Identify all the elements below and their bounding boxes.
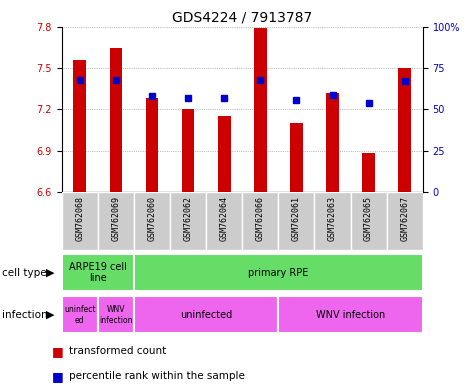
Text: GSM762062: GSM762062 bbox=[184, 196, 192, 241]
Title: GDS4224 / 7913787: GDS4224 / 7913787 bbox=[172, 10, 313, 24]
Text: GSM762061: GSM762061 bbox=[292, 196, 301, 241]
Text: cell type: cell type bbox=[2, 268, 47, 278]
Bar bbox=[62, 296, 98, 333]
Text: GSM762068: GSM762068 bbox=[76, 196, 84, 241]
Text: ▶: ▶ bbox=[46, 310, 54, 320]
Text: WNV infection: WNV infection bbox=[316, 310, 385, 320]
Bar bbox=[278, 296, 423, 333]
Text: GSM762060: GSM762060 bbox=[148, 196, 156, 241]
Text: uninfect
ed: uninfect ed bbox=[64, 305, 95, 324]
Text: ■: ■ bbox=[52, 345, 64, 358]
Bar bbox=[98, 192, 134, 250]
Text: transformed count: transformed count bbox=[69, 346, 166, 356]
Text: GSM762066: GSM762066 bbox=[256, 196, 265, 241]
Text: GSM762064: GSM762064 bbox=[220, 196, 228, 241]
Bar bbox=[399, 68, 411, 192]
Bar bbox=[206, 192, 242, 250]
Text: GSM762065: GSM762065 bbox=[364, 196, 373, 241]
Bar bbox=[134, 296, 278, 333]
Bar bbox=[182, 109, 194, 192]
Bar bbox=[170, 192, 206, 250]
Bar bbox=[290, 123, 303, 192]
Bar bbox=[134, 254, 423, 291]
Text: primary RPE: primary RPE bbox=[248, 268, 309, 278]
Text: ARPE19 cell
line: ARPE19 cell line bbox=[69, 262, 127, 283]
Bar bbox=[218, 116, 230, 192]
Text: ■: ■ bbox=[52, 370, 64, 383]
Bar bbox=[62, 254, 134, 291]
Bar bbox=[146, 98, 158, 192]
Bar bbox=[62, 192, 98, 250]
Text: WNV
infection: WNV infection bbox=[99, 305, 133, 324]
Text: percentile rank within the sample: percentile rank within the sample bbox=[69, 371, 245, 381]
Text: GSM762069: GSM762069 bbox=[112, 196, 120, 241]
Text: GSM762067: GSM762067 bbox=[400, 196, 409, 241]
Bar bbox=[314, 192, 351, 250]
Bar bbox=[98, 296, 134, 333]
Bar bbox=[387, 192, 423, 250]
Bar bbox=[278, 192, 314, 250]
Bar bbox=[326, 93, 339, 192]
Text: infection: infection bbox=[2, 310, 48, 320]
Text: uninfected: uninfected bbox=[180, 310, 232, 320]
Bar bbox=[362, 154, 375, 192]
Text: ▶: ▶ bbox=[46, 268, 54, 278]
Bar bbox=[351, 192, 387, 250]
Bar bbox=[134, 192, 170, 250]
Bar bbox=[254, 28, 266, 192]
Bar bbox=[242, 192, 278, 250]
Text: GSM762063: GSM762063 bbox=[328, 196, 337, 241]
Bar bbox=[74, 60, 86, 192]
Bar bbox=[110, 48, 122, 192]
